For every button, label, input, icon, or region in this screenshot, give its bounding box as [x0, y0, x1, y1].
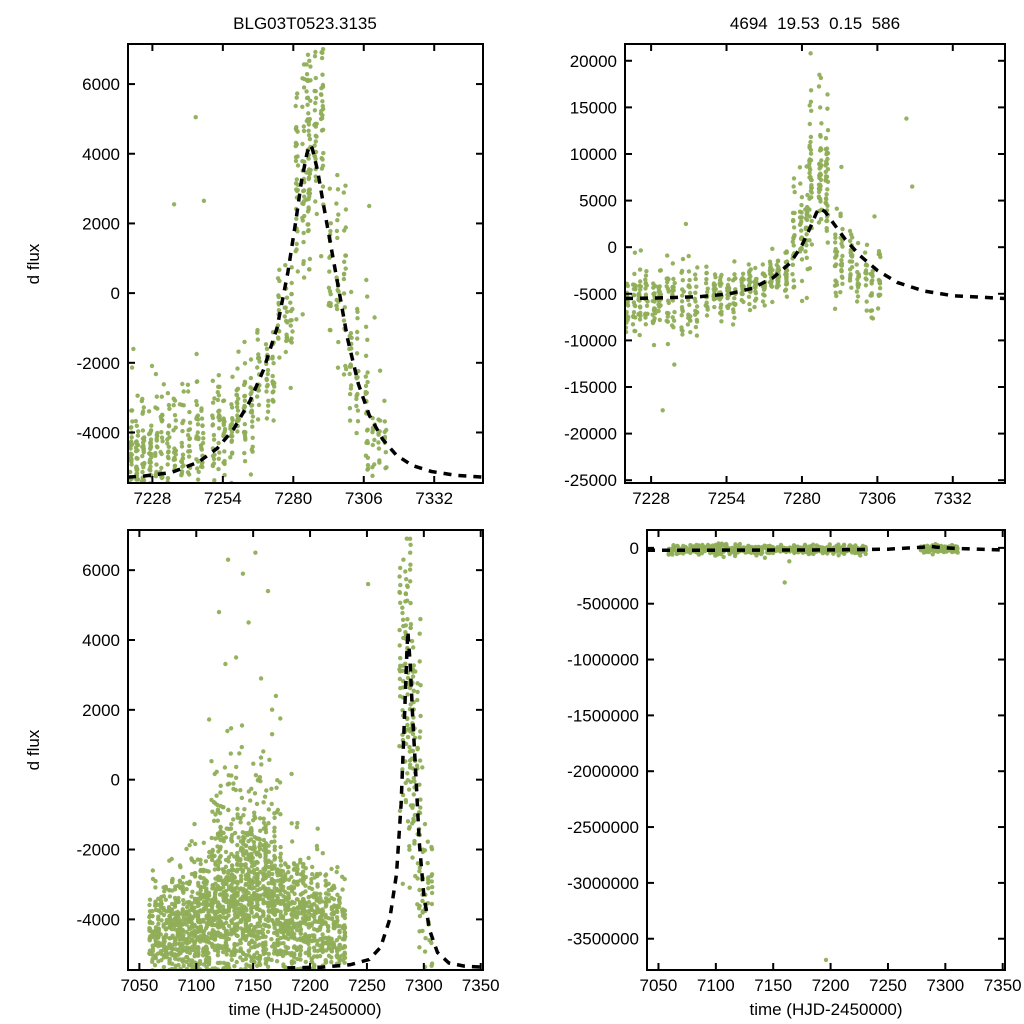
plot-title-top-right: 4694 19.53 0.15 586: [729, 14, 901, 33]
axes-box: [624, 43, 1006, 484]
y-tick-label: -500000: [577, 595, 639, 614]
x-tick-label: 7100: [177, 976, 215, 995]
axis-ticks: 7050 7100 7150 7200 7250 7300 7350 0 -500000 -100…: [567, 530, 1022, 995]
axis-ticks: 7050 7100 7150 7200 7250 7300 7350 -4000 -2000 0 2…: [77, 530, 500, 995]
y-tick-label: 4000: [82, 145, 120, 164]
y-tick-label: -4000: [77, 910, 120, 929]
y-tick-label: 0: [630, 539, 639, 558]
x-tick-label: 7228: [632, 489, 670, 508]
y-tick-label: 6000: [82, 75, 120, 94]
y-tick-label: -5000: [574, 285, 617, 304]
x-tick-label: 7250: [348, 976, 386, 995]
axis-ticks: 7228 7254 7280 7306 7332 -25000 -20000 -15000 -1…: [564, 44, 1005, 508]
y-tick-label: -1500000: [567, 706, 639, 725]
axes-box: [127, 43, 484, 484]
x-tick-label: 7332: [934, 489, 972, 508]
model-curve: [128, 141, 483, 479]
axis-ticks: 7228 7254 7280 7306 7332 -4000 -2000 0 2000 4000 6…: [77, 44, 483, 508]
x-tick-label: 7306: [858, 489, 896, 508]
x-tick-label: 7254: [204, 489, 242, 508]
x-tick-label: 7254: [708, 489, 746, 508]
x-tick-label: 7280: [783, 489, 821, 508]
y-tick-label: 6000: [82, 561, 120, 580]
x-axis-label-bottom-left: time (HJD-2450000): [228, 1000, 382, 1019]
x-tick-label: 7200: [812, 976, 850, 995]
scatter-points: [625, 51, 915, 413]
y-tick-label: 0: [111, 284, 120, 303]
x-axis-label-bottom-right: time (HJD-2450000): [749, 1000, 903, 1019]
y-tick-label: -20000: [564, 425, 617, 444]
x-tick-label: 7200: [291, 976, 329, 995]
y-axis-label-top-left: d flux: [24, 243, 43, 285]
y-tick-label: -2000: [77, 841, 120, 860]
x-tick-label: 7300: [405, 976, 443, 995]
x-tick-label: 7050: [640, 976, 678, 995]
x-tick-label: 7228: [133, 489, 171, 508]
axes-box: [646, 529, 1006, 971]
plot-title-top-left: BLG03T0523.3135: [233, 14, 377, 33]
x-tick-label: 7100: [697, 976, 735, 995]
y-tick-label: -15000: [564, 378, 617, 397]
y-tick-label: -3500000: [567, 930, 639, 949]
x-tick-label: 7150: [754, 976, 792, 995]
y-tick-label: -2000: [77, 354, 120, 373]
x-tick-label: 7306: [345, 489, 383, 508]
y-tick-label: -3000000: [567, 874, 639, 893]
y-tick-label: 0: [608, 238, 617, 257]
x-tick-label: 7300: [926, 976, 964, 995]
scatter-points: [666, 541, 960, 963]
panel-top-right: 7228 7254 7280 7306 7332 -25000 -20000 -15000 -1…: [564, 43, 1006, 508]
x-tick-label: 7050: [120, 976, 158, 995]
y-tick-label: -1000000: [567, 651, 639, 670]
axes-box: [127, 529, 484, 971]
y-tick-label: -2500000: [567, 818, 639, 837]
y-tick-label: -25000: [564, 471, 617, 490]
y-tick-label: 20000: [570, 52, 617, 71]
panel-bottom-left: 7050 7100 7150 7200 7250 7300 7350 -4000 -2000 0 2…: [77, 529, 500, 995]
x-tick-label: 7350: [984, 976, 1022, 995]
x-tick-label: 7332: [415, 489, 453, 508]
x-tick-label: 7280: [274, 489, 312, 508]
y-tick-label: 15000: [570, 98, 617, 117]
y-axis-label-bottom-left: d flux: [24, 729, 43, 771]
y-tick-label: 2000: [82, 214, 120, 233]
y-tick-label: 10000: [570, 145, 617, 164]
x-tick-label: 7150: [234, 976, 272, 995]
y-tick-label: -10000: [564, 331, 617, 350]
scatter-points: [128, 47, 389, 483]
panel-top-left: 7228 7254 7280 7306 7332 -4000 -2000 0 2000 4000 6…: [77, 43, 484, 508]
panel-bottom-right: 7050 7100 7150 7200 7250 7300 7350 0 -500000 -100…: [567, 529, 1022, 995]
model-curve: [647, 544, 1005, 553]
scatter-points: [147, 536, 435, 970]
y-tick-label: 2000: [82, 701, 120, 720]
y-tick-label: -2000000: [567, 762, 639, 781]
y-tick-label: 5000: [579, 192, 617, 211]
y-tick-label: 4000: [82, 631, 120, 650]
x-tick-label: 7350: [462, 976, 500, 995]
model-curve: [625, 205, 1005, 301]
model-curve: [287, 631, 483, 970]
y-tick-label: -4000: [77, 423, 120, 442]
y-tick-label: 0: [111, 771, 120, 790]
x-tick-label: 7250: [869, 976, 907, 995]
